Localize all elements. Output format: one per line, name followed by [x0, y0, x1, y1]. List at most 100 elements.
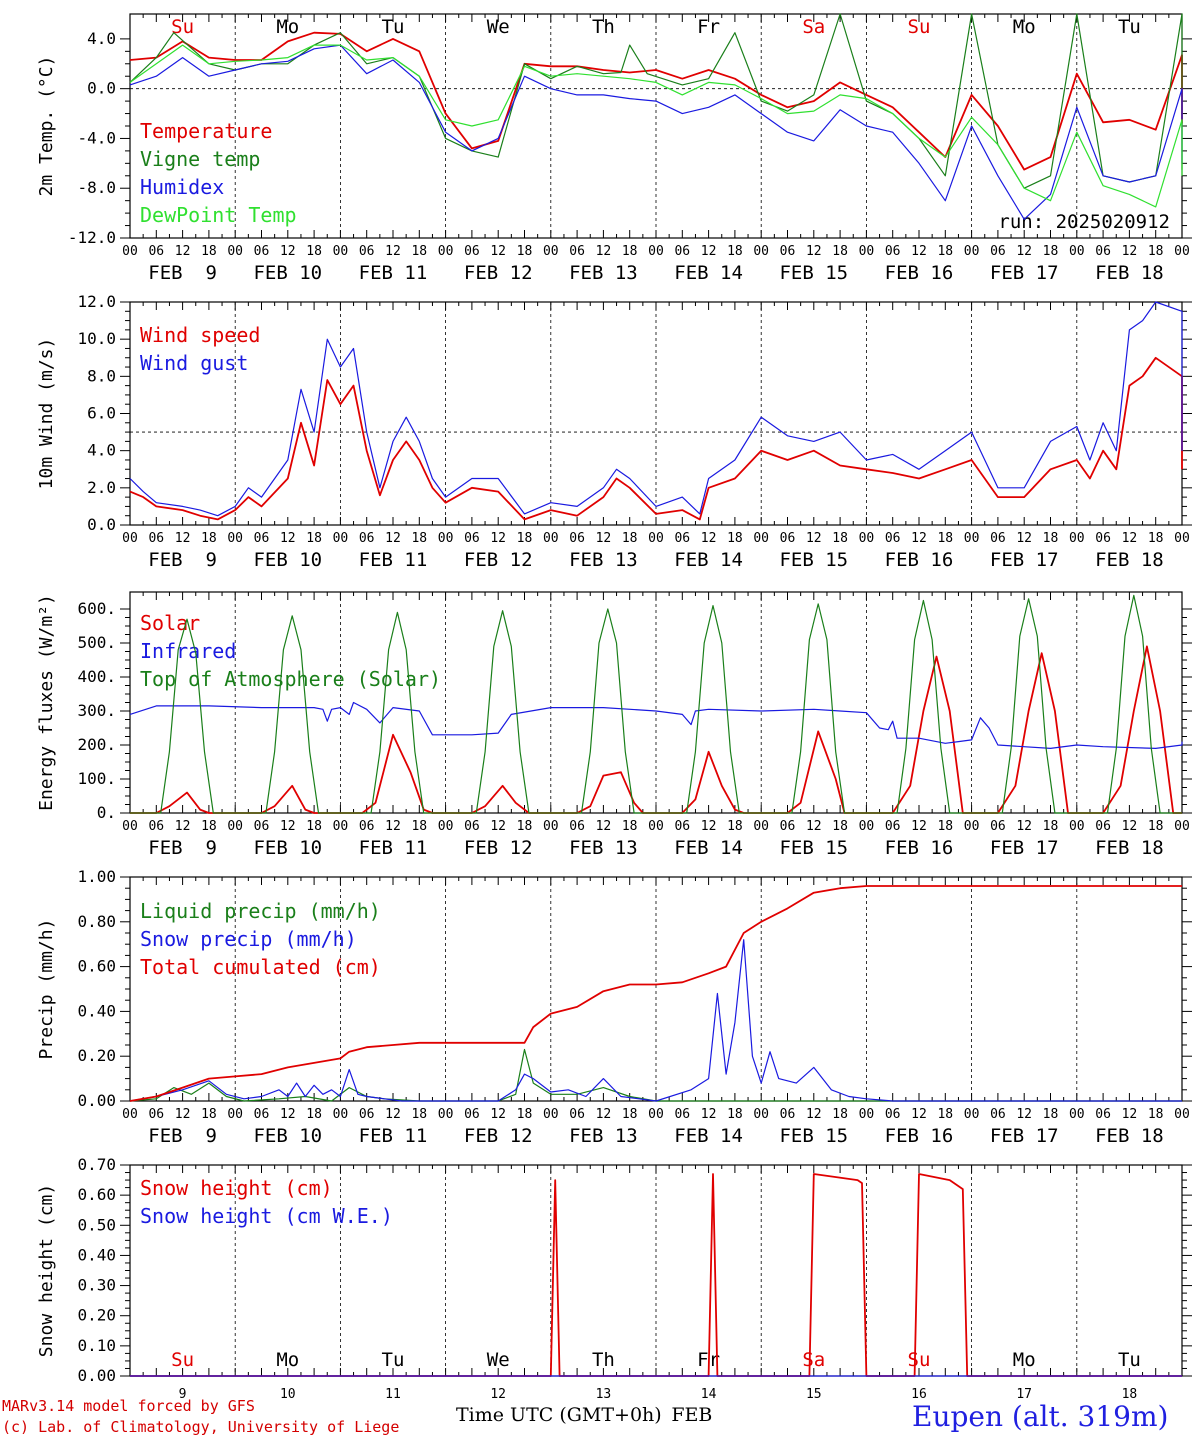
legend-entry: Wind gust [140, 351, 248, 375]
hour-tick-label: 18 [1043, 531, 1059, 546]
date-label: FEB 15 [779, 1125, 848, 1147]
hour-tick-label: 00 [964, 244, 980, 259]
hour-tick-label: 00 [543, 244, 559, 259]
hour-tick-label: 18 [937, 244, 953, 259]
chart-panel-5: 0.70 0.60 0.50 0.40 0.30 0.20 0.10 0.00 Snow hei… [36, 1155, 1192, 1402]
hour-tick-label: 00 [122, 531, 138, 546]
hour-tick-label: 06 [780, 1107, 796, 1122]
hour-tick-label: 18 [1148, 819, 1164, 834]
hour-tick-label: 18 [201, 1107, 217, 1122]
hour-tick-label: 12 [490, 819, 506, 834]
hour-tick-label: 06 [569, 819, 585, 834]
hour-tick-label: 18 [832, 1107, 848, 1122]
y-tick-label: 4.0 [87, 441, 116, 460]
legend-entry: Snow height (cm) [140, 1176, 333, 1200]
day-name-label: Mo [1013, 1349, 1036, 1371]
hour-tick-label: 12 [596, 819, 612, 834]
hour-tick-label: 06 [674, 244, 690, 259]
y-tick-label: 0.0 [87, 79, 116, 98]
hour-tick-label: 12 [1122, 819, 1138, 834]
hour-tick-label: 00 [648, 244, 664, 259]
date-label: FEB 13 [569, 549, 638, 571]
series-line-wind-gust [129, 301, 1183, 517]
hour-tick-label: 06 [569, 1107, 585, 1122]
hour-tick-label: 18 [1148, 1107, 1164, 1122]
y-tick-label: 100. [77, 769, 116, 788]
y-tick-label: 0.0 [87, 515, 116, 534]
hour-tick-label: 00 [964, 819, 980, 834]
hour-tick-label: 12 [701, 1107, 717, 1122]
hour-tick-label: 06 [359, 819, 375, 834]
hour-tick-label: 18 [937, 531, 953, 546]
hour-tick-label: 12 [490, 1107, 506, 1122]
hour-tick-label: 12 [806, 819, 822, 834]
day-name-label: Mo [276, 16, 299, 38]
hour-tick-label: 06 [1095, 531, 1111, 546]
hour-tick-label: 18 [306, 1107, 322, 1122]
chart-panel-3: 600. 500. 400. 300. 200. 100. 0. Energy fluxes … [36, 591, 1192, 859]
hour-tick-label: 18 [832, 819, 848, 834]
hour-tick-label: 00 [1174, 819, 1190, 834]
series-line-temperature [129, 31, 1183, 171]
hour-tick-label: 06 [254, 1107, 270, 1122]
day-name-label: Tu [1118, 1349, 1141, 1371]
hour-tick-label: 06 [780, 819, 796, 834]
hour-tick-label: 06 [148, 531, 164, 546]
y-tick-label: 1.00 [77, 867, 116, 886]
hour-tick-label: 18 [1043, 1107, 1059, 1122]
legend-entry: Total cumulated (cm) [140, 955, 381, 979]
hour-tick-label: 00 [753, 531, 769, 546]
hour-tick-label: 18 [1148, 531, 1164, 546]
hour-tick-label: 18 [411, 1107, 427, 1122]
day-name-label: Sa [802, 1349, 825, 1371]
hour-tick-label: 18 [411, 819, 427, 834]
date-label: FEB 12 [464, 837, 533, 859]
y-tick-label: 0.00 [77, 1091, 116, 1110]
hour-tick-label: 06 [674, 531, 690, 546]
hour-tick-label: 06 [885, 531, 901, 546]
hour-tick-label: 06 [464, 531, 480, 546]
y-tick-label: 0.10 [77, 1336, 116, 1355]
day-name-label: Tu [382, 1349, 405, 1371]
hour-tick-label: 12 [701, 531, 717, 546]
y-axis-title: Precip (mm/h) [36, 919, 57, 1060]
y-axis-title: 2m Temp. (°C) [36, 56, 57, 197]
date-label: FEB 9 [148, 1125, 217, 1147]
hour-tick-label: 12 [280, 819, 296, 834]
hour-tick-label: 18 [517, 531, 533, 546]
hour-tick-label: 00 [227, 1107, 243, 1122]
date-label: FEB 18 [1095, 1125, 1164, 1147]
y-tick-label: -8.0 [77, 178, 116, 197]
hour-tick-label: 18 [1148, 244, 1164, 259]
legend-entry: Vigne temp [140, 147, 260, 171]
footer-model-line: MARv3.14 model forced by GFS [2, 1397, 255, 1415]
y-tick-label: -12.0 [68, 228, 116, 247]
hour-tick-label: 06 [1095, 1107, 1111, 1122]
y-tick-label: 0.80 [77, 912, 116, 931]
hour-tick-label: 18 [306, 244, 322, 259]
hour-tick-label: 12 [280, 244, 296, 259]
y-tick-label: 12.0 [77, 292, 116, 311]
day-number-label: 15 [806, 1387, 822, 1402]
legend-entry: Solar [140, 611, 200, 635]
hour-tick-label: 06 [990, 531, 1006, 546]
hour-tick-label: 00 [859, 819, 875, 834]
date-label: FEB 10 [253, 262, 322, 284]
date-label: FEB 10 [253, 1125, 322, 1147]
hour-tick-label: 12 [1122, 531, 1138, 546]
y-tick-label: 0.50 [77, 1215, 116, 1234]
hour-tick-label: 06 [464, 819, 480, 834]
date-label: FEB 14 [674, 549, 743, 571]
hour-tick-label: 00 [1174, 244, 1190, 259]
hour-tick-label: 06 [359, 531, 375, 546]
hour-tick-label: 06 [1095, 244, 1111, 259]
hour-tick-label: 12 [806, 531, 822, 546]
hour-tick-label: 12 [385, 819, 401, 834]
date-label: FEB 18 [1095, 262, 1164, 284]
day-name-label: Sa [802, 16, 825, 38]
hour-tick-label: 00 [333, 531, 349, 546]
y-tick-label: 0.60 [77, 1185, 116, 1204]
date-label: FEB 15 [779, 262, 848, 284]
series-line-vigne-temp [129, 13, 1183, 189]
date-label: FEB 9 [148, 549, 217, 571]
